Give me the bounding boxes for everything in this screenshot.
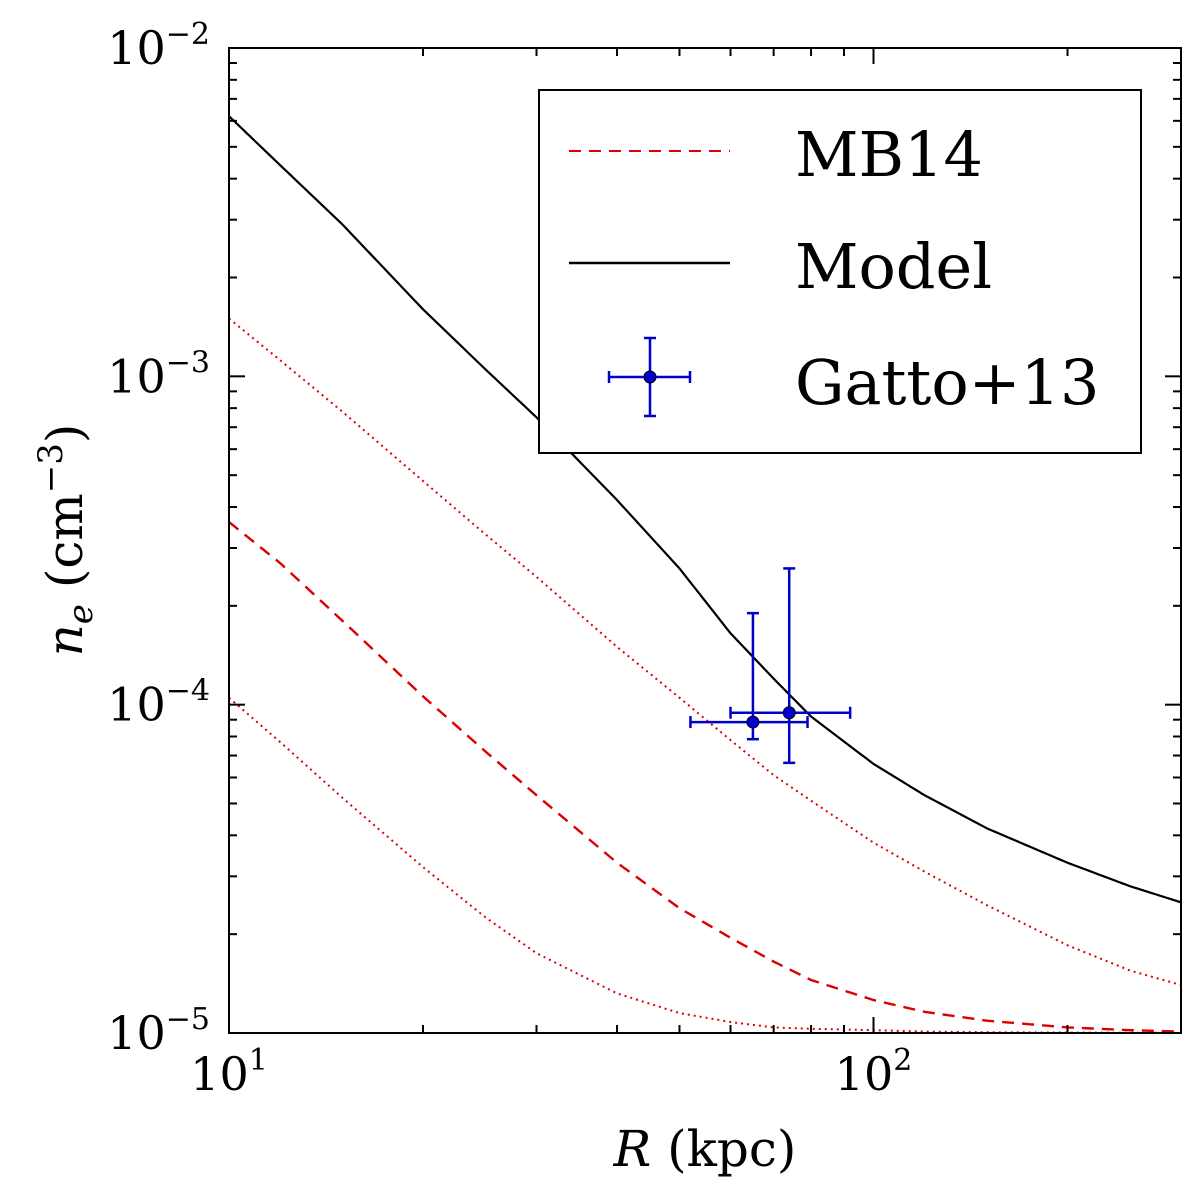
series-mb14-line	[229, 521, 1181, 1033]
y-axis-title: ne (cm−3)	[31, 424, 101, 657]
x-axis-title: R (kpc)	[613, 1120, 797, 1178]
y-axis-variable: n	[36, 624, 94, 656]
legend-swatch-gatto13	[607, 336, 692, 418]
y-axis-unit-exponent: −3	[31, 443, 71, 493]
x-axis-variable: R	[613, 1120, 652, 1178]
series-mb14-upper-line	[229, 317, 1181, 986]
curves-layer	[229, 115, 1181, 1033]
y-tick-label-1: 10−4	[107, 674, 210, 732]
y-tick-label-2: 10−3	[107, 345, 210, 403]
y-axis-unit: (cm	[36, 493, 94, 604]
y-axis-subscript: e	[61, 604, 101, 624]
legend-label-mb14: MB14	[795, 118, 983, 191]
legend: MB14 Model Gatto+13	[538, 89, 1142, 454]
plot-frame	[228, 47, 1182, 1034]
y-axis-unit-close: )	[36, 424, 94, 444]
legend-label-gatto13: Gatto+13	[795, 346, 1100, 419]
tick-labels-layer: 101 102 10−5 10−4 10−3 10−2	[107, 17, 912, 1101]
series-mb14-lower-line	[229, 696, 1181, 1033]
x-tick-label-100: 102	[835, 1043, 913, 1101]
x-axis-unit: (kpc)	[651, 1120, 796, 1178]
y-tick-label-0: 10−5	[107, 1002, 210, 1060]
series-model-line	[229, 115, 1181, 904]
legend-swatch-gatto13-marker	[643, 370, 657, 384]
y-tick-label-3: 10−2	[107, 17, 210, 75]
gatto13-point-2	[729, 567, 852, 765]
x-tick-label-10: 101	[190, 1043, 268, 1101]
legend-label-model: Model	[795, 230, 992, 303]
gatto13-point-1-marker	[746, 715, 760, 729]
data-points-layer	[689, 567, 852, 765]
gatto13-point-2-marker	[782, 706, 796, 720]
